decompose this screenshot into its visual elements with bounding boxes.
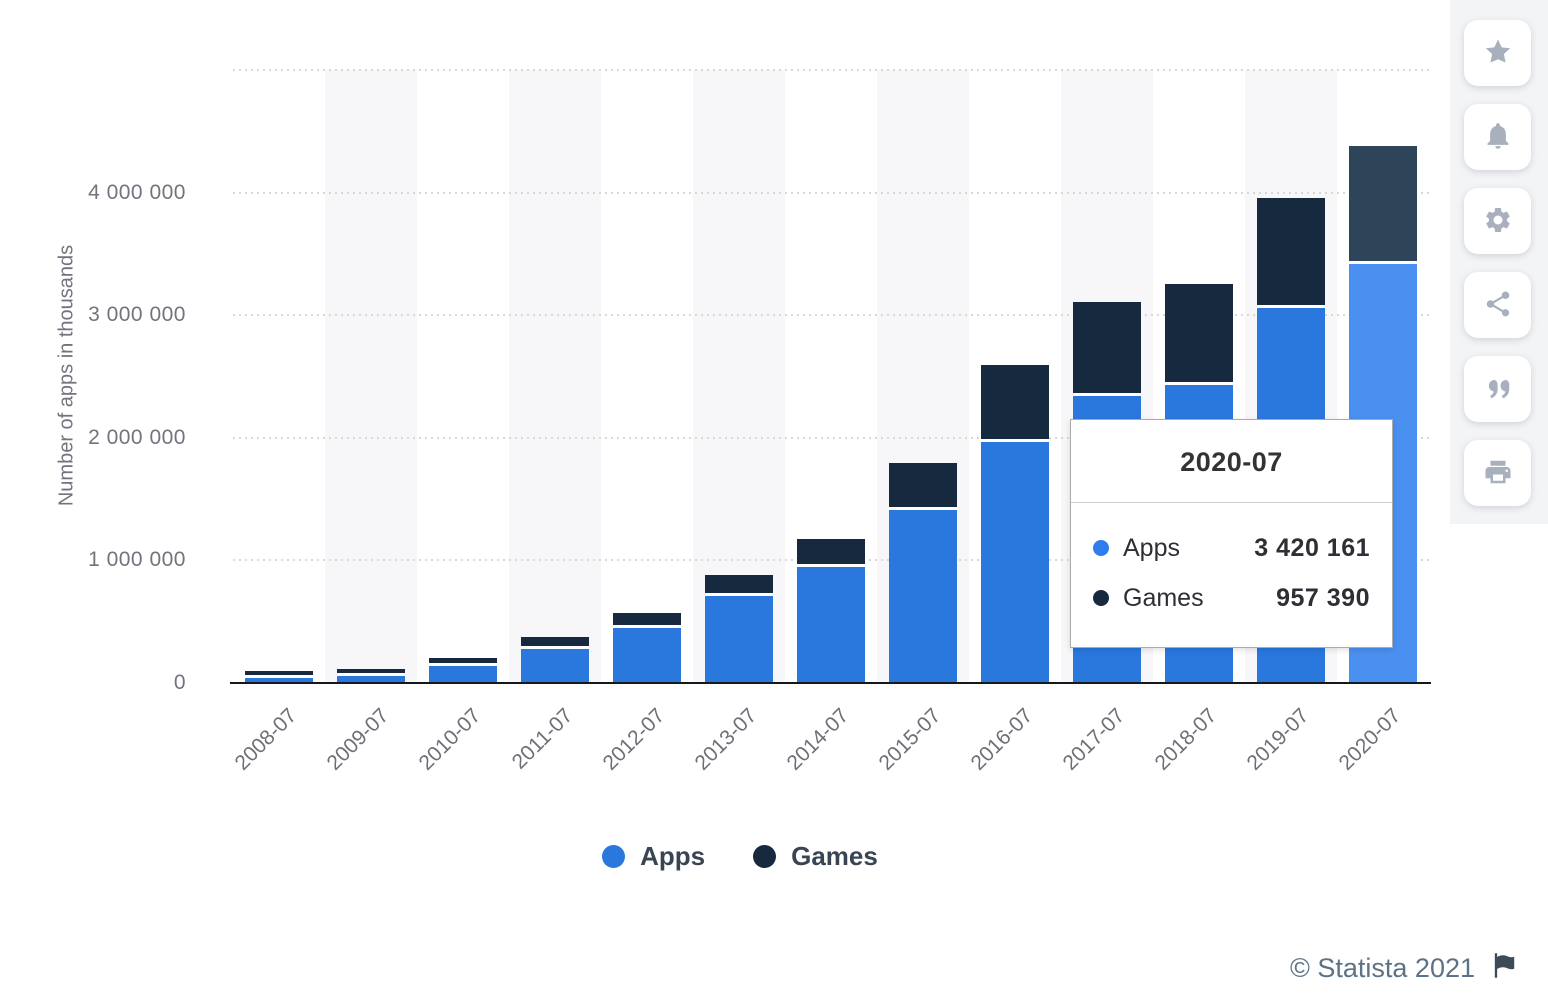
segment-apps[interactable] [981, 441, 1049, 683]
x-axis-label: 2014-07 [782, 704, 854, 775]
flag-icon[interactable] [1489, 950, 1520, 986]
segment-apps[interactable] [429, 665, 497, 683]
x-axis-line [230, 682, 1431, 684]
y-axis-tick-label: 4 000 000 [88, 180, 186, 204]
x-axis-label: 2017-07 [1058, 704, 1130, 775]
bar-2013-07[interactable] [705, 70, 773, 683]
x-axis-label: 2018-07 [1150, 704, 1222, 775]
cite-button[interactable] [1464, 356, 1531, 422]
share-icon [1483, 289, 1513, 322]
tooltip-row-apps: Apps 3 420 161 [1093, 523, 1370, 573]
copyright-text: © Statista 2021 [1289, 952, 1475, 983]
x-axis-label: 2020-07 [1334, 704, 1406, 775]
segment-games[interactable] [245, 671, 313, 678]
sidebar-background [1450, 0, 1548, 524]
tooltip-title: 2020-07 [1180, 447, 1283, 477]
segment-games[interactable] [429, 658, 497, 666]
bar-2011-07[interactable] [521, 70, 589, 683]
segment-apps[interactable] [705, 595, 773, 683]
bar-2008-07[interactable] [245, 70, 313, 683]
segment-games[interactable] [521, 637, 589, 650]
bar-2015-07[interactable] [889, 70, 957, 683]
tooltip-series-label: Apps [1123, 533, 1180, 562]
print-button[interactable] [1464, 440, 1531, 506]
gear-icon [1483, 205, 1513, 238]
legend-item-apps[interactable]: Apps [602, 841, 705, 872]
segment-apps[interactable] [889, 509, 957, 683]
x-axis-label: 2012-07 [598, 704, 670, 775]
segment-games[interactable] [797, 538, 865, 568]
footer: © Statista 2021 [1290, 950, 1520, 986]
x-axis-label: 2013-07 [690, 704, 762, 775]
segment-apps[interactable] [521, 649, 589, 683]
column-band [325, 70, 417, 683]
x-axis-label: 2009-07 [322, 704, 394, 775]
share-button[interactable] [1464, 272, 1531, 338]
tooltip-series-value: 3 420 161 [1254, 533, 1370, 562]
segment-apps[interactable] [613, 628, 681, 683]
apps-dot-icon [1093, 540, 1109, 556]
bell-icon [1483, 121, 1513, 154]
alert-button[interactable] [1464, 104, 1531, 170]
legend-label: Apps [640, 841, 706, 871]
games-dot-icon [1093, 590, 1109, 606]
x-axis-label: 2010-07 [414, 704, 486, 775]
x-axis-label: 2019-07 [1242, 704, 1314, 775]
segment-games[interactable] [1257, 197, 1325, 309]
print-icon [1483, 457, 1513, 490]
chart-tooltip: 2020-07 Apps 3 420 161 Games 957 390 [1070, 419, 1393, 648]
x-axis-label: 2008-07 [230, 704, 302, 775]
segment-games[interactable] [613, 613, 681, 629]
segment-games[interactable] [705, 575, 773, 596]
bar-2009-07[interactable] [337, 70, 405, 683]
column-band [509, 70, 601, 683]
tooltip-series-label: Games [1123, 583, 1204, 612]
settings-button[interactable] [1464, 188, 1531, 254]
segment-games[interactable] [889, 462, 957, 510]
segment-games[interactable] [1073, 301, 1141, 396]
x-axis-label: 2011-07 [507, 704, 578, 774]
segment-games[interactable] [1349, 146, 1417, 264]
legend-item-games[interactable]: Games [753, 841, 878, 872]
segment-games[interactable] [1165, 283, 1233, 385]
gridline [233, 69, 1429, 71]
star-icon [1483, 37, 1513, 70]
chart-legend: Apps Games [0, 841, 1480, 872]
y-axis-tick-label: 3 000 000 [88, 303, 186, 327]
gridline [233, 314, 1429, 317]
tooltip-separator [1071, 502, 1392, 503]
gridline [233, 191, 1429, 194]
bar-2014-07[interactable] [797, 70, 865, 683]
y-axis-title: Number of apps in thousands [55, 244, 78, 507]
segment-apps[interactable] [337, 676, 405, 683]
bar-2016-07[interactable] [981, 70, 1049, 683]
apps-legend-dot-icon [602, 845, 626, 868]
x-axis-label: 2016-07 [966, 704, 1038, 775]
y-axis-tick-label: 0 [173, 671, 186, 694]
segment-apps[interactable] [245, 677, 313, 683]
bar-2010-07[interactable] [429, 70, 497, 683]
games-legend-dot-icon [753, 845, 777, 868]
segment-apps[interactable] [797, 567, 865, 683]
segment-games[interactable] [337, 669, 405, 677]
x-axis-label: 2015-07 [874, 704, 946, 775]
gridline [233, 436, 1429, 439]
y-axis-tick-label: 2 000 000 [88, 425, 186, 449]
bar-2012-07[interactable] [613, 70, 681, 683]
legend-label: Games [791, 841, 878, 871]
tooltip-series-value: 957 390 [1276, 583, 1370, 612]
tooltip-row-games: Games 957 390 [1093, 573, 1370, 623]
y-axis-tick-label: 1 000 000 [88, 548, 186, 572]
quote-icon [1483, 373, 1513, 406]
segment-games[interactable] [981, 364, 1049, 442]
favorite-button[interactable] [1464, 20, 1531, 86]
